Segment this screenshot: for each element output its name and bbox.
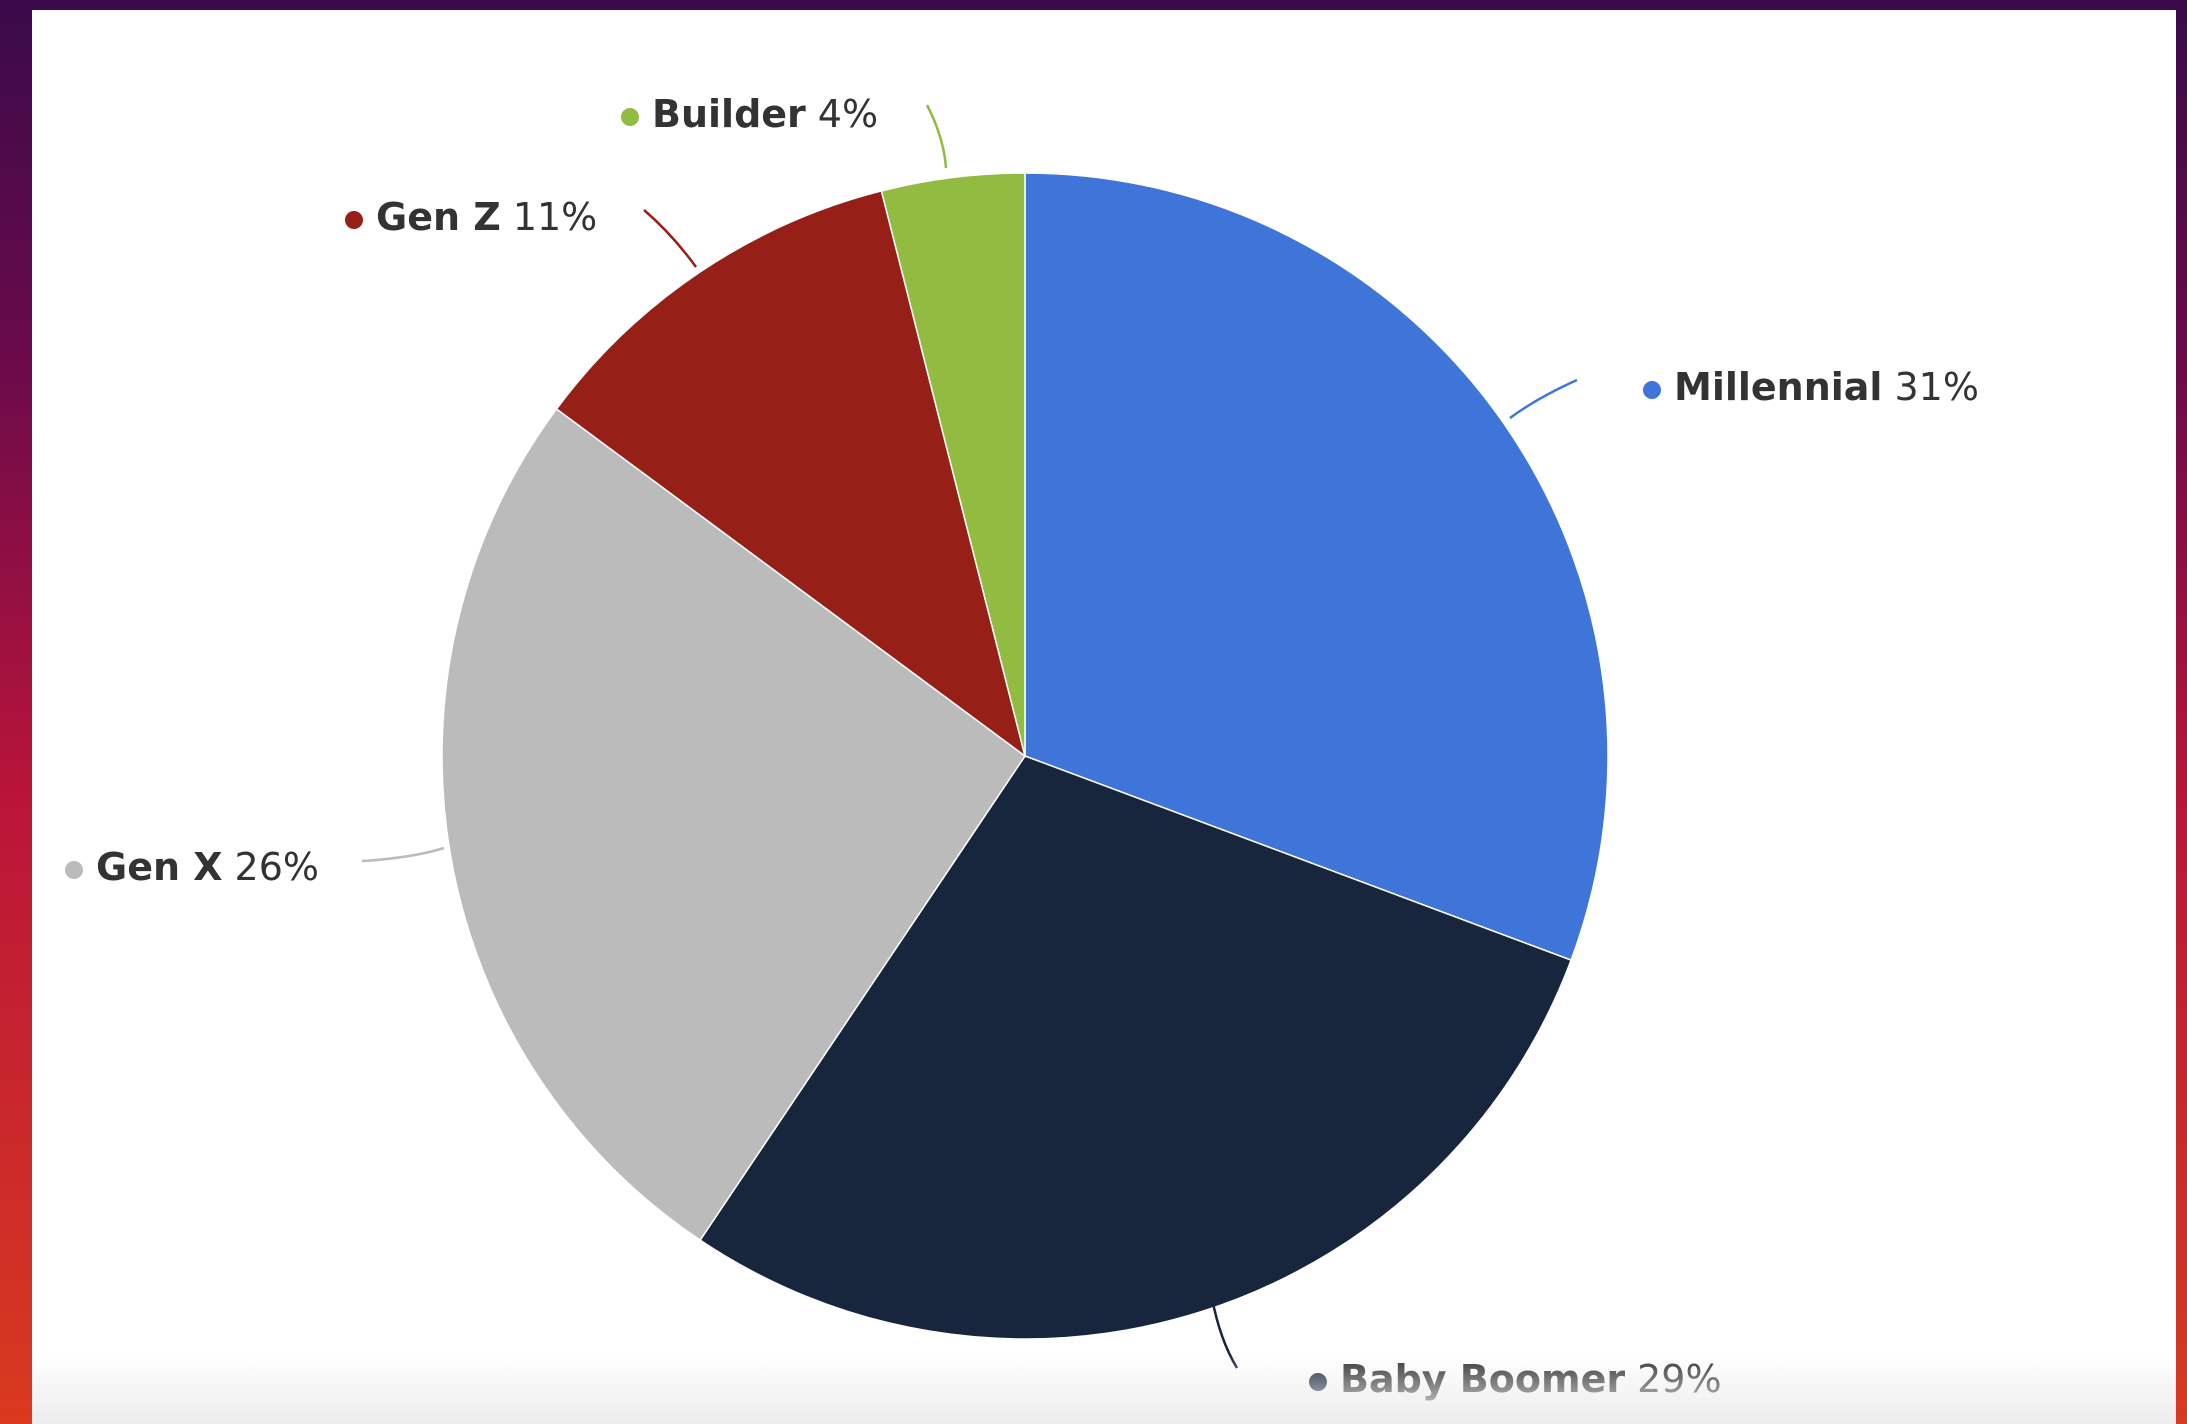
pie-slice-builder[interactable] [880,172,1026,757]
data-label-value-gen-z: 11% [513,195,597,239]
data-label-value-builder: 4% [818,92,878,136]
label-dot-builder [621,108,639,126]
pie-slice-baby-boomer[interactable] [699,755,1573,1340]
connector-gen-x [361,846,445,863]
label-dot-gen-z [345,211,363,229]
data-label-gen-z: Gen Z 11% [376,195,597,239]
card-bottom-fade [32,1354,2176,1424]
connector-gen-z [643,209,698,268]
label-dot-gen-x [65,861,83,879]
pie-slices [441,172,1609,1340]
data-label-value-gen-x: 26% [235,845,319,889]
data-label-gen-x: Gen X 26% [96,845,319,889]
data-label-name-builder: Builder [652,92,806,136]
data-label-name-gen-x: Gen X [96,845,223,889]
pie-slice-gen-x[interactable] [441,407,1027,1242]
data-label-millennial: Millennial 31% [1674,365,1979,409]
data-label-builder: Builder 4% [652,92,878,136]
pie-slice-gen-z[interactable] [555,190,1027,758]
pie-slice-millennial[interactable] [1024,172,1609,962]
label-dot-millennial [1643,381,1661,399]
connector-builder [925,104,948,169]
data-label-name-gen-z: Gen Z [376,195,501,239]
data-label-value-millennial: 31% [1894,365,1978,409]
connector-millennial [1509,378,1578,420]
data-label-name-millennial: Millennial [1674,365,1882,409]
